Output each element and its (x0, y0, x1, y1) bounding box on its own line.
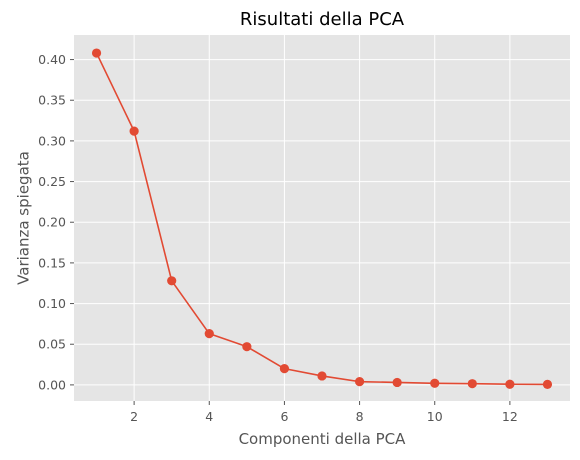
x-tick-label: 2 (130, 409, 138, 424)
plot-area (74, 35, 570, 401)
series-layer (91, 48, 553, 390)
data-point (129, 126, 139, 136)
x-tick-label: 8 (356, 409, 364, 424)
data-point (542, 379, 553, 390)
data-point (91, 48, 102, 58)
data-point (467, 379, 477, 389)
tick-labels: 2 4 6 8 10 12 0.00 0.05 0.10 0.15 0.20 0.25 0.30 0.35… (38, 52, 518, 424)
y-tick-label: 0.10 (38, 296, 66, 311)
x-axis-label: Componenti della PCA (239, 430, 407, 448)
data-point (204, 329, 214, 339)
data-point (354, 377, 365, 387)
y-axis-label: Varianza spiegata (15, 151, 33, 285)
y-tick-label: 0.40 (38, 52, 66, 67)
y-tick-label: 0.30 (38, 133, 66, 148)
data-point (242, 342, 252, 352)
y-tick-label: 0.05 (38, 337, 66, 352)
data-point (505, 379, 515, 389)
data-point (317, 371, 327, 381)
chart-title: Risultati della PCA (240, 9, 405, 30)
y-tick-label: 0.35 (38, 93, 66, 108)
y-tick-label: 0.00 (38, 377, 66, 392)
data-point (279, 364, 290, 374)
y-tick-label: 0.15 (38, 255, 66, 270)
x-tick-label: 4 (205, 409, 213, 424)
x-tick-label: 10 (427, 409, 443, 424)
tick-marks (70, 59, 511, 405)
data-point (167, 276, 177, 286)
data-point (392, 377, 402, 388)
data-point (430, 378, 440, 388)
x-tick-label: 6 (280, 409, 288, 424)
y-tick-label: 0.25 (38, 174, 66, 189)
x-tick-label: 12 (502, 409, 518, 424)
y-tick-label: 0.20 (38, 215, 66, 230)
